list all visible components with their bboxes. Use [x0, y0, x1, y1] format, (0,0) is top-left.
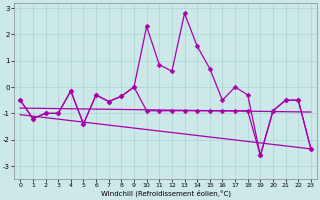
X-axis label: Windchill (Refroidissement éolien,°C): Windchill (Refroidissement éolien,°C) [100, 190, 231, 197]
